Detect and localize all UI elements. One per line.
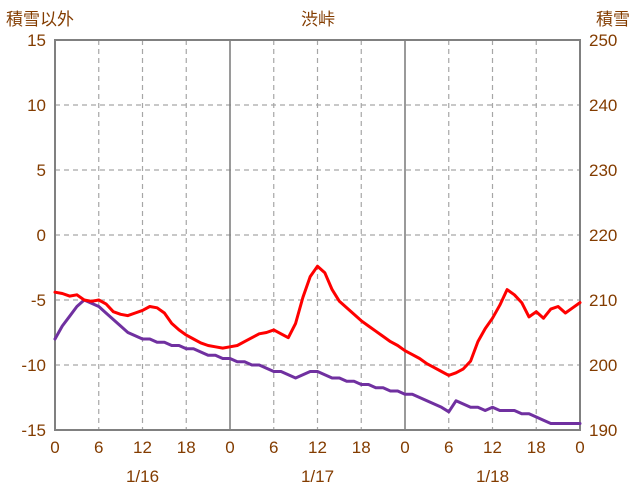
non-snow-red-line <box>53 264 582 377</box>
svg-text:1/17: 1/17 <box>301 467 334 486</box>
plot-frame <box>54 39 581 431</box>
svg-text:0: 0 <box>575 438 584 457</box>
svg-text:12: 12 <box>483 438 502 457</box>
x-axis-date-labels: 1/16 1/17 1/18 <box>126 467 509 486</box>
svg-text:10: 10 <box>27 96 46 115</box>
svg-text:200: 200 <box>589 356 617 375</box>
svg-text:6: 6 <box>269 438 278 457</box>
svg-text:0: 0 <box>400 438 409 457</box>
svg-text:250: 250 <box>589 31 617 50</box>
svg-text:0: 0 <box>37 226 46 245</box>
svg-text:-10: -10 <box>21 356 46 375</box>
right-axis-title: 積雪 <box>596 10 630 29</box>
svg-text:-5: -5 <box>31 291 46 310</box>
svg-text:5: 5 <box>37 161 46 180</box>
svg-text:12: 12 <box>133 438 152 457</box>
svg-text:230: 230 <box>589 161 617 180</box>
chart-title: 渋峠 <box>301 10 335 29</box>
series-lines <box>53 264 582 425</box>
svg-text:190: 190 <box>589 421 617 440</box>
svg-text:6: 6 <box>444 438 453 457</box>
svg-text:220: 220 <box>589 226 617 245</box>
svg-text:1/16: 1/16 <box>126 467 159 486</box>
svg-text:-15: -15 <box>21 421 46 440</box>
svg-text:6: 6 <box>94 438 103 457</box>
left-axis-tick-labels: 15 10 5 0 -5 -10 -15 <box>21 31 46 440</box>
svg-text:0: 0 <box>225 438 234 457</box>
left-axis-title: 積雪以外 <box>6 10 74 29</box>
right-axis-tick-labels: 250 240 230 220 210 200 190 <box>589 31 617 440</box>
svg-text:18: 18 <box>177 438 196 457</box>
svg-text:210: 210 <box>589 291 617 310</box>
svg-text:18: 18 <box>352 438 371 457</box>
svg-text:1/18: 1/18 <box>476 467 509 486</box>
svg-text:12: 12 <box>308 438 327 457</box>
svg-text:15: 15 <box>27 31 46 50</box>
svg-text:240: 240 <box>589 96 617 115</box>
svg-text:18: 18 <box>527 438 546 457</box>
snow-depth-purple-line <box>53 298 582 425</box>
svg-text:0: 0 <box>50 438 59 457</box>
x-axis-tick-labels: 0 6 12 18 0 6 12 18 0 6 12 18 0 <box>50 438 584 457</box>
gridlines <box>55 40 580 430</box>
